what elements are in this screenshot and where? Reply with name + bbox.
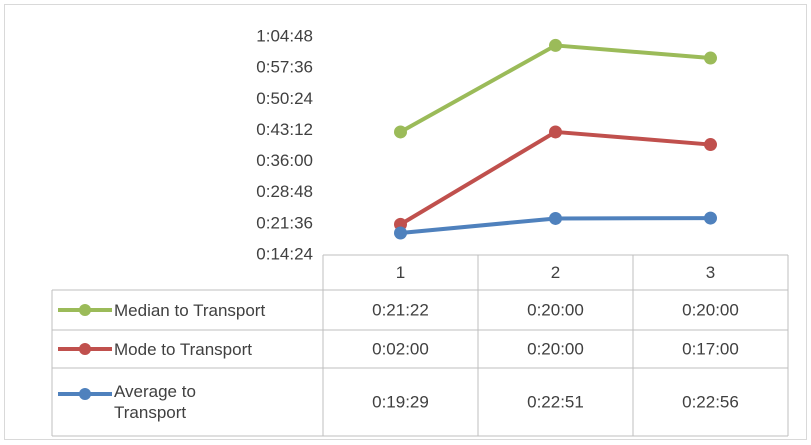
x-tick-label: 3 [706, 263, 715, 282]
table-value: 0:20:00 [682, 300, 739, 319]
series-marker [704, 51, 717, 65]
series-marker [549, 211, 562, 225]
x-tick-label: 1 [396, 263, 405, 282]
series-marker [704, 138, 717, 152]
legend-label-box: Average to Transport [114, 382, 196, 422]
legend-label: Average to Transport [114, 382, 196, 422]
series-marker [549, 125, 562, 139]
x-tick-label: 2 [551, 263, 560, 282]
table-value: 0:20:00 [527, 300, 584, 319]
series-marker [394, 125, 407, 139]
table-value: 0:22:56 [682, 392, 739, 411]
table-value: 0:17:00 [682, 339, 739, 358]
series-marker [394, 226, 407, 240]
y-tick-label: 0:43:12 [256, 120, 313, 139]
legend-key-marker [79, 343, 91, 355]
y-tick-label: 0:50:24 [256, 89, 313, 108]
legend-label: Mode to Transport [114, 339, 252, 359]
y-tick-label: 0:57:36 [256, 58, 313, 77]
series-marker [704, 211, 717, 225]
y-tick-label: 0:36:00 [256, 151, 313, 170]
table-value: 0:22:51 [527, 392, 584, 411]
legend-label: Median to Transport [114, 300, 266, 320]
y-tick-label: 0:14:24 [256, 244, 313, 263]
legend-label-box: Median to Transport [114, 300, 266, 320]
y-tick-label: 0:21:36 [256, 213, 313, 232]
legend-key-marker [79, 304, 91, 316]
legend-key-marker [79, 388, 91, 400]
y-tick-label: 0:28:48 [256, 182, 313, 201]
table-value: 0:20:00 [527, 339, 584, 358]
table-value: 0:19:29 [372, 392, 429, 411]
series-marker [549, 38, 562, 52]
table-value: 0:21:22 [372, 300, 429, 319]
table-value: 0:02:00 [372, 339, 429, 358]
y-tick-label: 1:04:48 [256, 26, 313, 45]
legend-label-box: Mode to Transport [114, 339, 252, 359]
